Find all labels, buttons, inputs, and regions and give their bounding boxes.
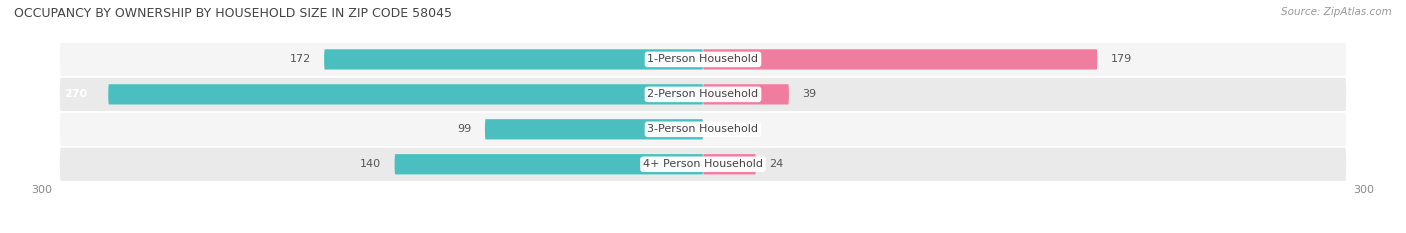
Text: 179: 179 [1111,55,1132,64]
Text: 24: 24 [769,159,783,169]
Text: 39: 39 [801,89,817,99]
FancyBboxPatch shape [60,78,1346,111]
FancyBboxPatch shape [395,154,703,174]
FancyBboxPatch shape [60,148,1346,181]
Text: 140: 140 [360,159,381,169]
Text: 3-Person Household: 3-Person Household [648,124,758,134]
FancyBboxPatch shape [485,119,703,139]
Text: OCCUPANCY BY OWNERSHIP BY HOUSEHOLD SIZE IN ZIP CODE 58045: OCCUPANCY BY OWNERSHIP BY HOUSEHOLD SIZE… [14,7,453,20]
Text: 99: 99 [457,124,471,134]
Text: 172: 172 [290,55,311,64]
FancyBboxPatch shape [108,84,703,104]
FancyBboxPatch shape [703,84,789,104]
FancyBboxPatch shape [703,49,1097,69]
FancyBboxPatch shape [60,43,1346,76]
FancyBboxPatch shape [325,49,703,69]
Legend: Owner-occupied, Renter-occupied: Owner-occupied, Renter-occupied [579,230,827,233]
Text: 4+ Person Household: 4+ Person Household [643,159,763,169]
Text: Source: ZipAtlas.com: Source: ZipAtlas.com [1281,7,1392,17]
FancyBboxPatch shape [60,113,1346,146]
Text: 1-Person Household: 1-Person Household [648,55,758,64]
FancyBboxPatch shape [703,154,756,174]
Text: 2-Person Household: 2-Person Household [647,89,759,99]
Text: 0: 0 [716,124,723,134]
Text: 270: 270 [65,89,87,99]
